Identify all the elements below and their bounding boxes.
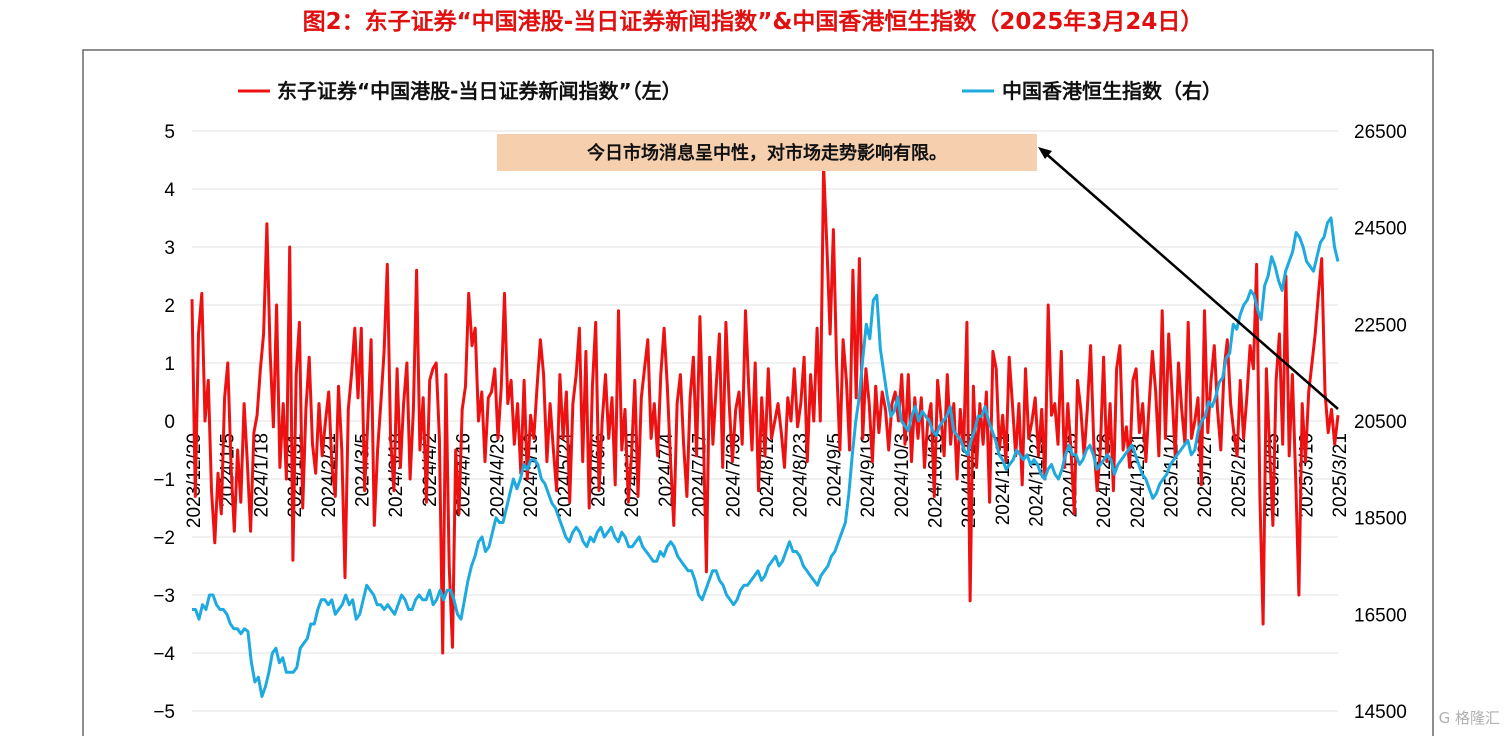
x-tick-label: 2024/9/5 xyxy=(824,433,845,507)
annotation-box xyxy=(497,134,1037,171)
annotation-arrowhead xyxy=(1038,147,1052,159)
x-tick-label: 2024/5/13 xyxy=(521,433,542,518)
series-line-news-index xyxy=(190,164,1340,655)
watermark: G 格隆汇 xyxy=(1438,709,1500,727)
y-left-tick-label: −4 xyxy=(153,644,175,665)
legend-label-hsi: 中国香港恒生指数（右） xyxy=(1002,79,1222,103)
annotation-arrow xyxy=(1043,151,1339,410)
y-right-tick-label: 18500 xyxy=(1354,509,1407,530)
y-left-tick-label: 4 xyxy=(164,180,175,201)
y-left-tick-label: 2 xyxy=(164,296,175,317)
y-right-tick-label: 20500 xyxy=(1354,412,1407,433)
right-axis-ticks: 26500 24500 22500 20500 18500 16500 14500 xyxy=(1354,122,1407,723)
y-left-tick-label: 3 xyxy=(164,238,175,259)
x-tick-label: 2024/10/3 xyxy=(892,433,913,518)
series-line-hsi xyxy=(192,216,1340,698)
x-tick-label: 2024/7/30 xyxy=(723,433,744,518)
y-left-tick-label: −5 xyxy=(153,702,175,723)
x-tick-label: 2024/3/18 xyxy=(386,433,407,518)
x-tick-label: 2024/11/22 xyxy=(1027,433,1048,527)
legend: 东子证券“中国港股-当日证券新闻指数”（左） 中国香港恒生指数（右） xyxy=(238,79,1222,103)
annotation-text: 今日市场消息呈中性，对市场走势影响有限。 xyxy=(587,142,947,164)
annotation: 今日市场消息呈中性，对市场走势影响有限。 xyxy=(497,134,1339,410)
legend-label-news-index: 东子证券“中国港股-当日证券新闻指数”（左） xyxy=(277,79,682,103)
y-right-tick-label: 14500 xyxy=(1354,702,1407,723)
y-left-tick-label: −3 xyxy=(153,586,175,607)
chart-title: 图2：东子证券“中国港股-当日证券新闻指数”&中国香港恒生指数（2025年3月2… xyxy=(302,9,1204,35)
y-left-tick-label: −1 xyxy=(153,470,175,491)
y-left-tick-label: −2 xyxy=(153,528,175,549)
x-tick-label: 2024/1/18 xyxy=(251,433,272,518)
y-left-tick-label: 0 xyxy=(164,412,175,433)
left-axis-ticks: 5 4 3 2 1 0 −1 −2 −3 −4 −5 xyxy=(153,122,175,723)
y-right-tick-label: 16500 xyxy=(1354,605,1407,626)
x-tick-label: 2024/9/19 xyxy=(858,433,879,518)
x-tick-label: 2025/2/12 xyxy=(1229,433,1250,518)
y-left-tick-label: 1 xyxy=(164,354,175,375)
x-tick-label: 2024/8/12 xyxy=(757,433,778,518)
x-tick-label: 2024/12/31 xyxy=(1128,433,1149,528)
y-left-tick-label: 5 xyxy=(164,122,175,143)
y-right-tick-label: 22500 xyxy=(1354,315,1407,336)
x-tick-label: 2024/4/29 xyxy=(487,433,508,518)
y-right-tick-label: 24500 xyxy=(1354,219,1407,240)
x-tick-label: 2024/4/2 xyxy=(420,433,441,507)
y-right-tick-label: 26500 xyxy=(1354,122,1407,143)
x-tick-label: 2025/3/21 xyxy=(1330,433,1351,518)
